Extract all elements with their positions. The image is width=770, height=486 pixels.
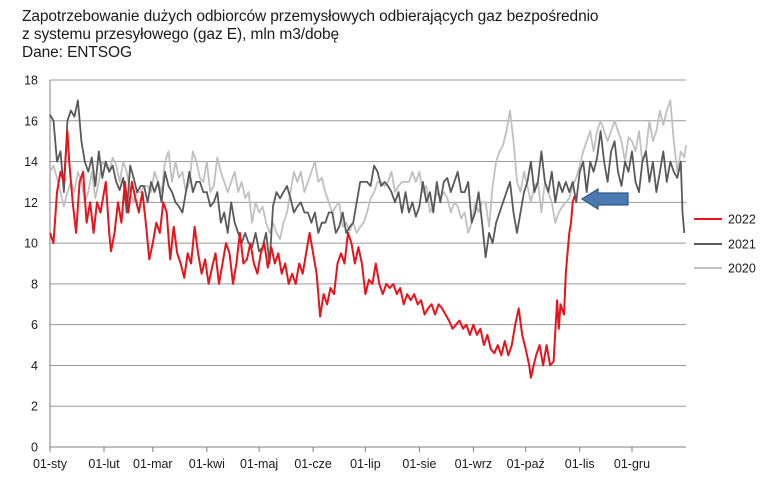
y-tick-label: 12 — [24, 196, 38, 210]
series-line-2022 — [49, 130, 576, 379]
x-tick-label: 01-paź — [507, 457, 545, 471]
x-axis-ticks: 01-sty 01-lut 01-mar 01-kwi 01-maj 01-cze 01-l… — [33, 447, 650, 471]
y-tick-label: 0 — [31, 441, 38, 455]
x-tick-label: 01-lis — [565, 457, 595, 471]
y-tick-label: 8 — [31, 277, 38, 291]
y-tick-label: 6 — [31, 318, 38, 332]
y-tick-label: 2 — [31, 400, 38, 414]
series-lines — [49, 99, 687, 379]
annotations — [580, 187, 629, 211]
x-tick-label: 01-cze — [294, 457, 332, 471]
legend-label-2022: 2022 — [728, 213, 756, 227]
left-arrow-annotation — [580, 187, 629, 211]
y-tick-label: 18 — [24, 74, 38, 88]
series-line-2021 — [49, 99, 686, 265]
chart-title: Zapotrzebowanie dużych odbiorców przemys… — [22, 8, 599, 62]
chart-source: Dane: ENTSOG — [22, 44, 132, 61]
y-tick-label: 10 — [24, 237, 38, 251]
legend-label-2020: 2020 — [728, 262, 756, 276]
legend-label-2021: 2021 — [728, 238, 756, 252]
x-tick-label: 01-gru — [614, 457, 650, 471]
gridlines — [49, 79, 686, 448]
x-tick-label: 01-wrz — [455, 457, 493, 471]
x-tick-label: 01-lut — [88, 457, 120, 471]
x-tick-label: 01-kwi — [189, 457, 225, 471]
x-tick-label: 01-lip — [350, 457, 381, 471]
x-tick-label: 01-maj — [240, 457, 278, 471]
y-tick-label: 16 — [24, 114, 38, 128]
y-tick-label: 4 — [31, 359, 38, 373]
x-tick-label: 01-sty — [33, 457, 68, 471]
x-tick-label: 01-mar — [133, 457, 173, 471]
chart-title-line1: Zapotrzebowanie dużych odbiorców przemys… — [22, 8, 599, 25]
series-line-2020 — [49, 99, 687, 240]
x-tick-label: 01-sie — [402, 457, 436, 471]
y-axis-ticks: 0 2 4 6 8 10 12 14 16 18 — [24, 74, 38, 455]
legend: 2022 2021 2020 — [694, 213, 756, 276]
chart-title-line2: z systemu przesyłowego (gaz E), mln m3/d… — [22, 26, 340, 43]
y-tick-label: 14 — [24, 155, 38, 169]
